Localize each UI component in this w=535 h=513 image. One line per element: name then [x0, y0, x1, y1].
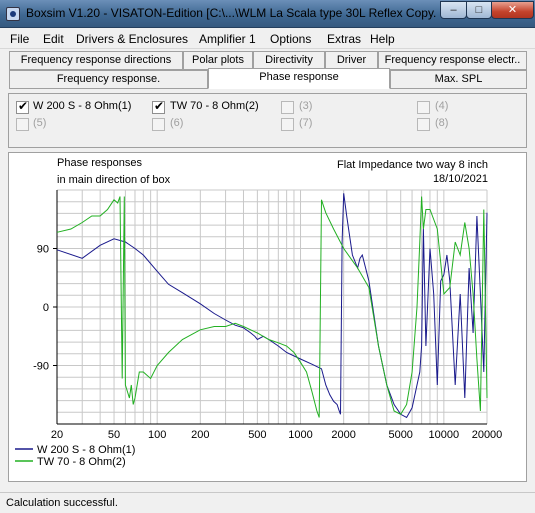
x-tick-label: 50 — [108, 429, 120, 441]
driver-1-label: W 200 S - 8 Ohm(1) — [33, 100, 132, 112]
checkbox-driver-5[interactable] — [16, 118, 29, 131]
plot-info-date: 18/10/2021 — [432, 173, 488, 185]
legend-label: W 200 S - 8 Ohm(1) — [37, 444, 135, 456]
title-bar[interactable]: Boxsim V1.20 - VISATON-Edition [C:\...\W… — [0, 0, 535, 28]
legend-label: TW 70 - 8 Ohm(2) — [37, 456, 126, 468]
menu-file[interactable]: File — [10, 32, 30, 46]
plot-title: Phase responses — [57, 157, 142, 169]
tab-directivity[interactable]: Directivity — [253, 51, 325, 70]
driver-8-label: (8) — [435, 117, 449, 129]
maximize-button[interactable]: □ — [466, 1, 492, 19]
window-title: Boxsim V1.20 - VISATON-Edition [C:\...\W… — [26, 6, 436, 20]
tab-frequency-response[interactable]: Frequency response. — [9, 70, 208, 89]
app-icon[interactable] — [6, 7, 20, 21]
menu-amplifier[interactable]: Amplifier 1 — [199, 32, 256, 46]
checkbox-driver-7[interactable] — [281, 118, 294, 131]
plot-subtitle: in main direction of box — [57, 174, 171, 186]
tab-driver[interactable]: Driver — [325, 51, 378, 70]
driver-5-label: (5) — [33, 117, 47, 129]
x-tick-label: 5000 — [388, 429, 412, 441]
x-tick-label: 1000 — [288, 429, 312, 441]
series-line-2 — [56, 196, 488, 418]
checkbox-driver-1[interactable]: ✔ — [16, 99, 29, 114]
driver-3-label: (3) — [299, 100, 313, 112]
menu-help[interactable]: Help — [370, 32, 395, 46]
series-line-1 — [56, 193, 488, 419]
driver-4-label: (4) — [435, 100, 449, 112]
plot-info-title: Flat Impedance two way 8 inch — [336, 159, 488, 171]
status-bar: Calculation successful. — [0, 492, 535, 513]
status-text: Calculation successful. — [6, 497, 118, 509]
menu-edit[interactable]: Edit — [43, 32, 64, 46]
phase-chart: 90 0 -90 20 50 100 200 500 1000 2000 5000 10000 2000… — [15, 189, 503, 468]
y-tick-label: -90 — [33, 361, 49, 373]
minimize-button[interactable]: – — [440, 1, 467, 19]
driver-6-label: (6) — [170, 117, 184, 129]
checkbox-driver-3[interactable] — [281, 101, 294, 114]
driver-selection-panel: ✔ W 200 S - 8 Ohm(1) ✔ TW 70 - 8 Ohm(2) … — [8, 93, 527, 148]
x-tick-label: 200 — [191, 429, 209, 441]
checkbox-driver-2[interactable]: ✔ — [152, 99, 165, 114]
driver-7-label: (7) — [299, 117, 313, 129]
y-tick-label: 90 — [37, 244, 49, 256]
x-tick-label: 500 — [248, 429, 266, 441]
menu-options[interactable]: Options — [270, 32, 312, 46]
phase-response-plot[interactable]: Phase responses in main direction of box… — [8, 152, 527, 482]
x-tick-label: 20 — [51, 429, 63, 441]
x-tick-label: 10000 — [429, 429, 460, 441]
x-tick-label: 2000 — [331, 429, 355, 441]
x-tick-label: 20000 — [472, 429, 503, 441]
tab-phase-response[interactable]: Phase response — [208, 68, 390, 89]
menu-drivers[interactable]: Drivers & Enclosures — [76, 32, 189, 46]
check-mark-icon: ✔ — [18, 99, 29, 113]
close-button[interactable]: ✕ — [491, 1, 534, 19]
tab-max-spl[interactable]: Max. SPL — [390, 70, 527, 89]
x-tick-label: 100 — [148, 429, 166, 441]
menu-bar: File Edit Drivers & Enclosures Amplifier… — [0, 29, 535, 49]
checkbox-driver-8[interactable] — [417, 118, 430, 131]
menu-extras[interactable]: Extras — [327, 32, 362, 46]
check-mark-icon: ✔ — [154, 99, 165, 113]
driver-2-label: TW 70 - 8 Ohm(2) — [170, 100, 259, 112]
tab-frequency-response-directions[interactable]: Frequency response directions — [9, 51, 183, 70]
y-tick-label: 0 — [43, 302, 49, 314]
checkbox-driver-4[interactable] — [417, 101, 430, 114]
checkbox-driver-6[interactable] — [152, 118, 165, 131]
tab-frequency-response-electrical[interactable]: Frequency response electr.. — [378, 51, 527, 70]
